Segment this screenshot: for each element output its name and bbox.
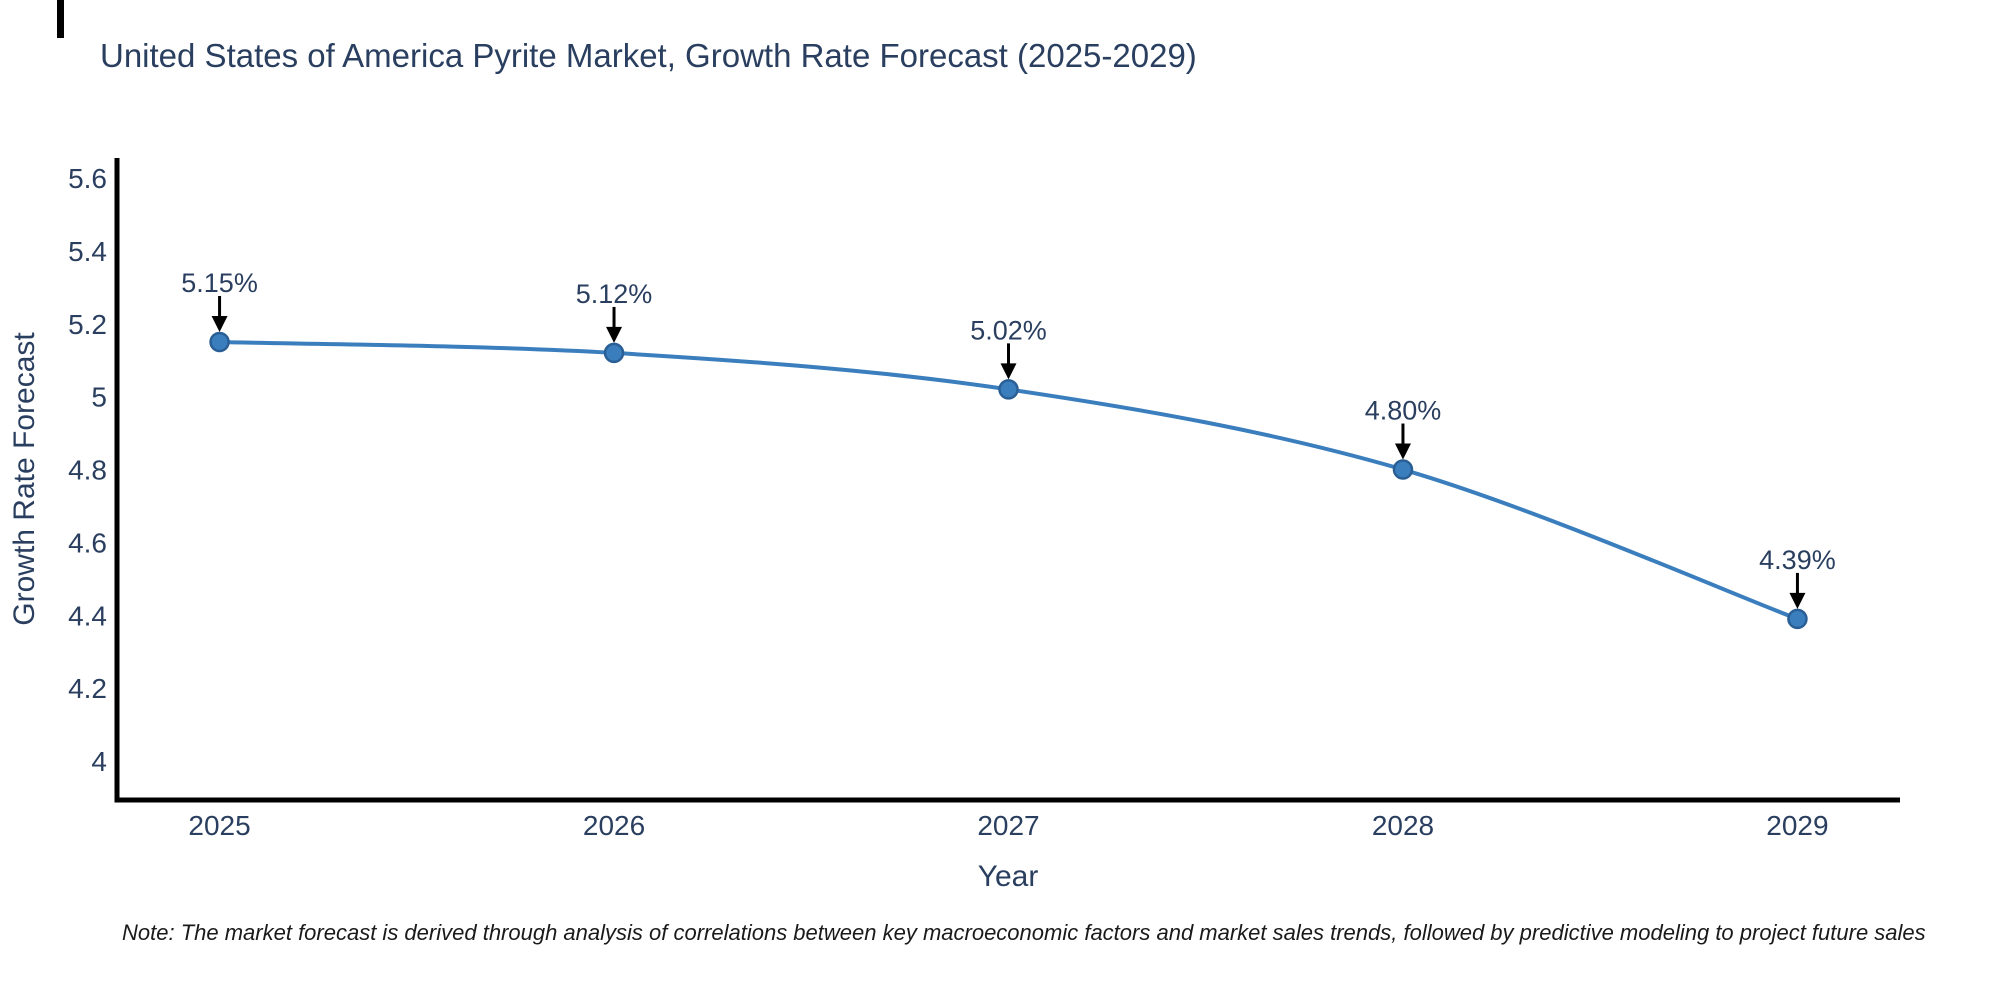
y-tick-label: 4 xyxy=(91,746,107,777)
y-tick-label: 5 xyxy=(91,382,107,413)
annotation-label: 4.39% xyxy=(1759,545,1836,575)
point-annotation: 5.15% xyxy=(181,268,258,333)
data-point-marker[interactable] xyxy=(1392,459,1414,480)
annotation-arrowhead-icon xyxy=(606,326,623,343)
annotation-arrowhead-icon xyxy=(1789,592,1806,609)
y-tick-label: 4.4 xyxy=(68,600,107,631)
data-point-marker[interactable] xyxy=(603,342,625,364)
footnote: Note: The market forecast is derived thr… xyxy=(122,920,1926,945)
annotation-label: 5.15% xyxy=(181,268,258,298)
y-tick-label: 5.2 xyxy=(68,309,107,340)
x-tick-label: 2029 xyxy=(1766,810,1828,841)
annotation-arrowhead-icon xyxy=(1394,443,1411,460)
chart-title: United States of America Pyrite Market, … xyxy=(100,37,1197,74)
point-annotation: 4.39% xyxy=(1759,545,1836,609)
y-tick-labels: 4 4.2 4.4 4.6 4.8 5 5.2 5.4 5.6 xyxy=(68,163,107,777)
point-annotation: 5.12% xyxy=(576,279,653,343)
x-tick-label: 2028 xyxy=(1372,810,1434,841)
point-annotation: 5.02% xyxy=(970,315,1047,380)
y-axis-title: Growth Rate Forecast xyxy=(8,332,41,626)
x-axis-title: Year xyxy=(978,860,1039,893)
axes xyxy=(114,158,1900,803)
x-tick-labels: 2025 2026 2027 2028 2029 xyxy=(188,810,1828,841)
y-tick-label: 4.6 xyxy=(68,527,107,558)
data-point-marker[interactable] xyxy=(209,331,230,353)
forecast-line-series xyxy=(209,331,1808,630)
point-annotations: 5.15% 5.12% 5.02% 4.80% 4.39% xyxy=(181,268,1836,609)
annotation-label: 5.02% xyxy=(970,315,1047,345)
annotation-label: 4.80% xyxy=(1365,396,1442,426)
x-tick-label: 2027 xyxy=(977,810,1039,841)
y-tick-label: 5.6 xyxy=(68,163,107,194)
y-tick-label: 4.2 xyxy=(68,673,107,704)
annotation-arrowhead-icon xyxy=(211,316,228,333)
annotation-label: 5.12% xyxy=(576,279,653,309)
stray-cursor-bar xyxy=(57,0,64,38)
x-tick-label: 2026 xyxy=(583,810,645,841)
data-point-marker[interactable] xyxy=(1787,608,1808,630)
data-point-marker[interactable] xyxy=(998,379,1019,400)
x-tick-label: 2025 xyxy=(188,810,250,841)
annotation-arrowhead-icon xyxy=(1000,363,1017,380)
y-tick-label: 5.4 xyxy=(68,236,107,267)
y-tick-label: 4.8 xyxy=(68,455,107,486)
point-annotation: 4.80% xyxy=(1365,396,1442,460)
